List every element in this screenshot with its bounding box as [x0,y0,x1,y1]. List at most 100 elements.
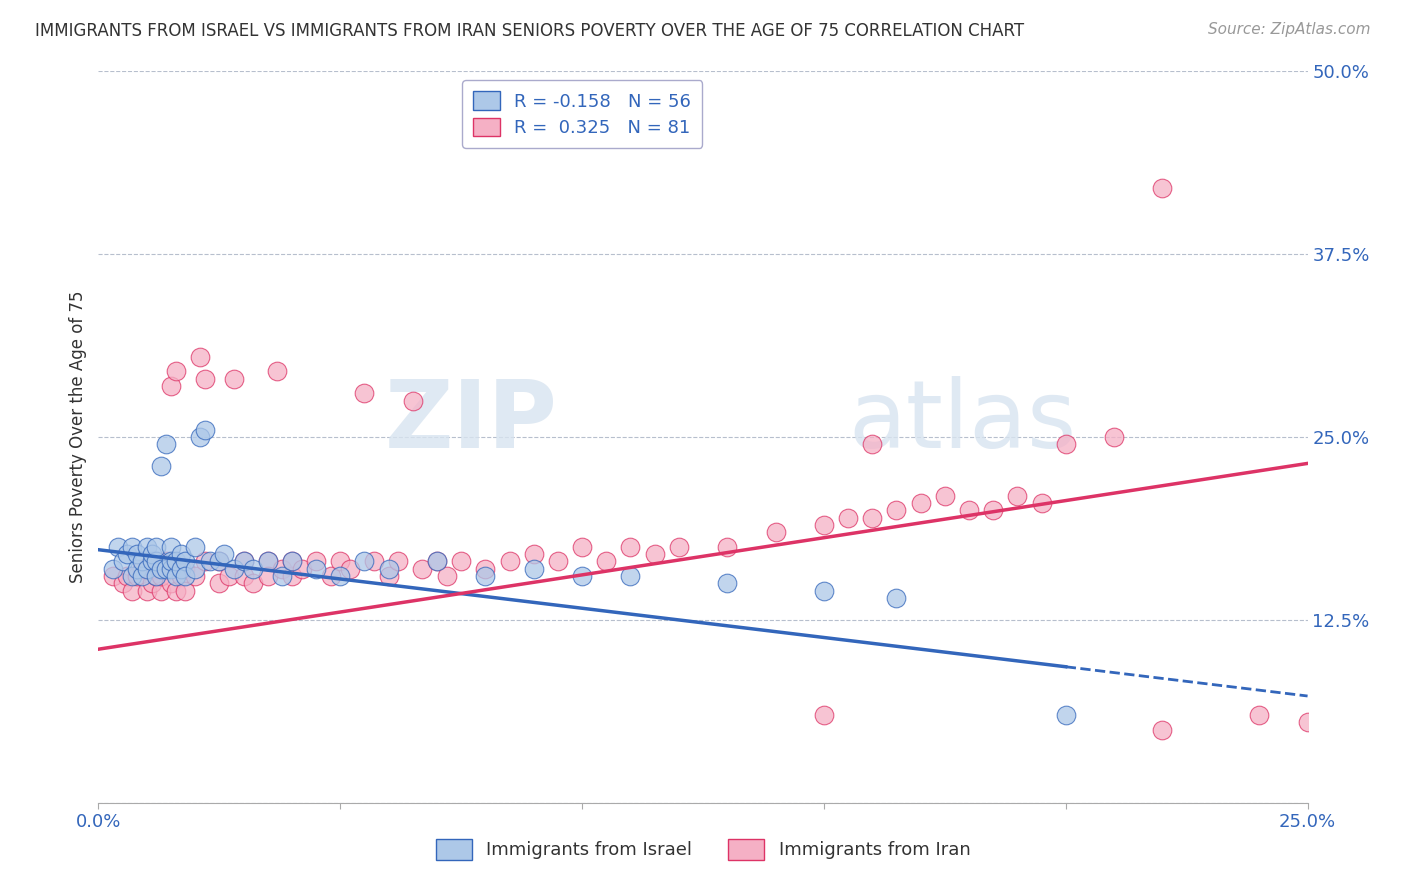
Point [222,562,245,576]
Point [271,569,294,583]
Point [387,554,409,568]
Point [160,554,183,568]
Point [208,554,231,568]
Point [121,540,143,554]
Point [194,371,217,385]
Point [165,364,187,378]
Text: ZIP: ZIP [385,376,558,468]
Point [339,562,361,576]
Point [281,554,304,568]
Point [101,562,124,576]
Point [155,562,177,576]
Point [242,562,264,576]
Point [1152,723,1174,737]
Point [305,554,328,568]
Point [716,576,738,591]
Point [194,554,217,568]
Point [208,554,231,568]
Point [644,547,666,561]
Point [232,554,254,568]
Text: Source: ZipAtlas.com: Source: ZipAtlas.com [1208,22,1371,37]
Point [135,540,157,554]
Point [619,569,641,583]
Point [169,562,191,576]
Text: IMMIGRANTS FROM ISRAEL VS IMMIGRANTS FROM IRAN SENIORS POVERTY OVER THE AGE OF 7: IMMIGRANTS FROM ISRAEL VS IMMIGRANTS FRO… [35,22,1025,40]
Point [436,569,458,583]
Point [1296,715,1319,730]
Point [150,569,173,583]
Point [813,708,835,723]
Point [426,554,449,568]
Point [121,583,143,598]
Point [498,554,520,568]
Point [145,562,167,576]
Point [184,569,207,583]
Point [474,569,496,583]
Point [145,554,167,568]
Point [523,547,546,561]
Point [174,583,197,598]
Point [1054,437,1077,451]
Point [145,569,167,583]
Point [595,554,617,568]
Point [174,554,197,568]
Point [232,569,254,583]
Point [242,576,264,591]
Point [523,562,546,576]
Point [135,562,157,576]
Point [1152,181,1174,195]
Point [1249,708,1271,723]
Point [145,540,167,554]
Point [329,554,352,568]
Point [212,547,235,561]
Point [266,364,288,378]
Point [981,503,1004,517]
Point [910,496,932,510]
Point [208,576,231,591]
Point [160,379,183,393]
Point [1102,430,1125,444]
Point [155,437,177,451]
Point [145,569,167,583]
Point [150,583,173,598]
Point [319,569,342,583]
Point [141,547,163,561]
Point [165,554,187,568]
Point [165,583,187,598]
Point [160,562,183,576]
Point [402,393,425,408]
Point [218,569,240,583]
Point [169,569,191,583]
Point [837,510,859,524]
Point [184,540,207,554]
Point [256,554,278,568]
Point [813,517,835,532]
Point [135,583,157,598]
Point [474,562,496,576]
Point [256,569,278,583]
Point [1007,489,1029,503]
Point [150,459,173,474]
Point [934,489,956,503]
Point [222,371,245,385]
Point [150,562,173,576]
Point [131,554,153,568]
Point [127,569,149,583]
Point [160,540,183,554]
Point [886,591,908,605]
Point [281,569,304,583]
Point [329,569,352,583]
Point [305,562,328,576]
Point [121,569,143,583]
Point [160,576,183,591]
Point [281,554,304,568]
Point [131,569,153,583]
Point [111,576,134,591]
Point [813,583,835,598]
Point [169,547,191,561]
Point [1054,708,1077,723]
Point [184,562,207,576]
Point [765,525,787,540]
Point [450,554,472,568]
Point [101,569,124,583]
